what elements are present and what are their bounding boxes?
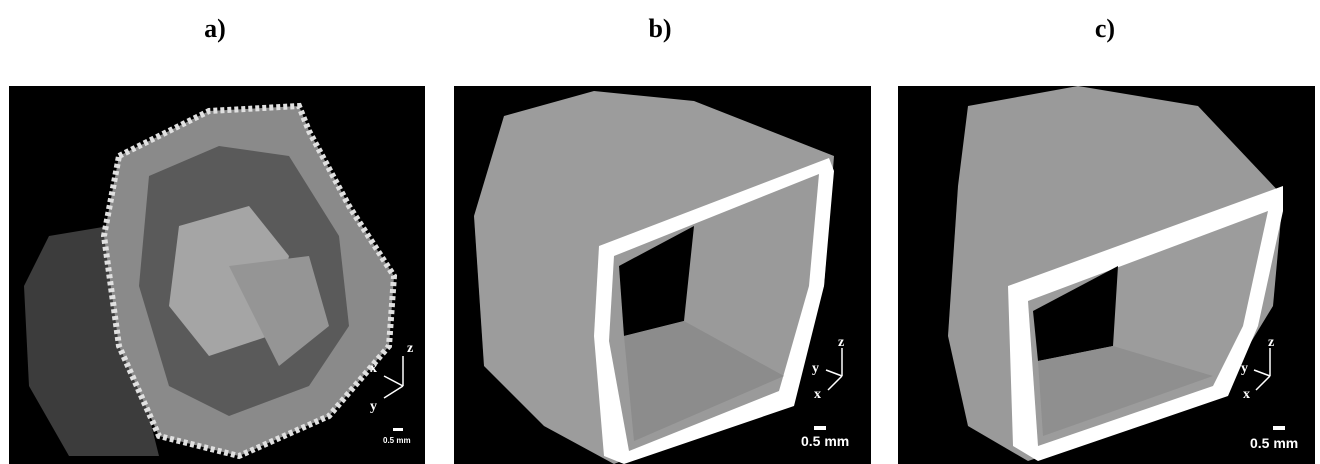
scale-label: 0.5 mm [801,433,849,449]
axis-label: z [407,341,413,356]
axis-label: y [370,399,377,414]
axis-label: y [1241,361,1248,376]
axis-label: z [838,335,844,350]
panel-label: a) [204,14,226,43]
axis-label: z [1268,335,1274,350]
scale-label: 0.5 mm [383,436,411,445]
panel-label: b) [648,14,672,43]
panel-image: z y x 0.5 mm [898,86,1315,464]
panel-image: z y x 0.5 mm [454,86,871,464]
axis-label: x [1243,387,1250,402]
panel-image: z x y 0.5 mm [9,86,425,464]
scale-label: 0.5 mm [1250,435,1298,451]
axis-label: y [812,361,819,376]
axis-label: x [814,387,821,402]
panel-label: c) [1094,14,1116,43]
axis-label: x [370,361,377,376]
